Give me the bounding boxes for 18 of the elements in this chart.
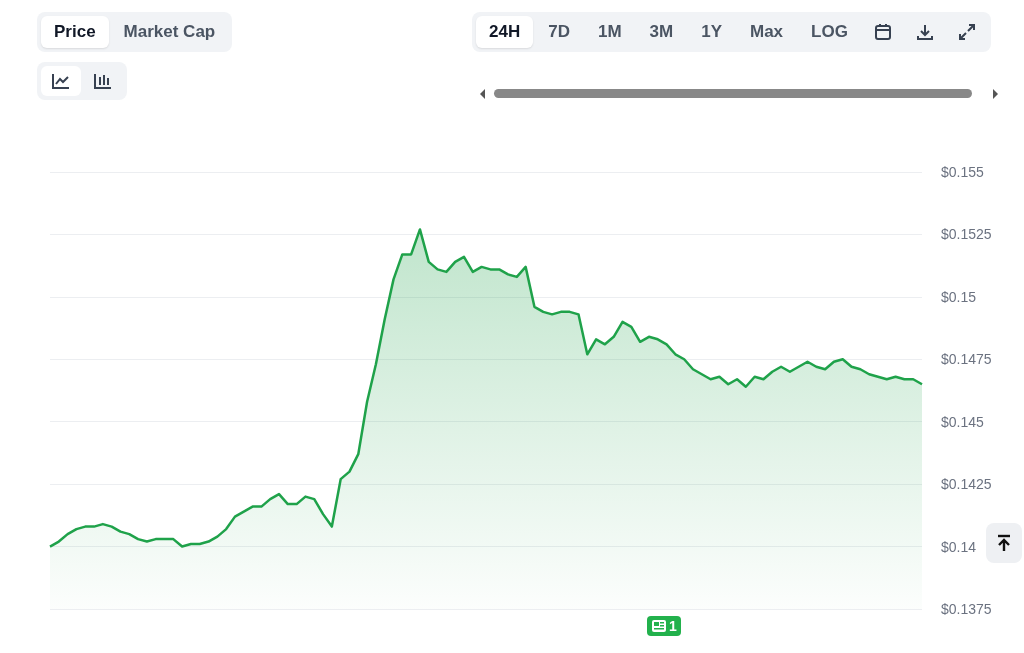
text: Price: [41, 16, 109, 48]
y-tick-label: $0.1475: [941, 351, 992, 368]
text: Max: [748, 21, 785, 43]
text: 1: [669, 618, 677, 634]
y-tick-label: $0.145: [941, 413, 985, 430]
y-tick-label: $0.1425: [941, 476, 992, 493]
y-tick-label: $0.14: [941, 538, 977, 555]
y-tick-label: $0.1525: [941, 226, 992, 243]
text: 3M: [648, 21, 675, 43]
text: Market Cap: [122, 21, 217, 43]
text: 1Y: [700, 21, 723, 43]
y-tick-label: $0.155: [941, 164, 985, 180]
text: 7D: [547, 21, 571, 43]
text: 1M: [596, 21, 623, 43]
text: 24H: [476, 16, 534, 48]
y-tick-label: $0.1375: [941, 601, 992, 617]
text: LOG: [810, 21, 849, 43]
y-tick-label: $0.15: [941, 288, 977, 305]
